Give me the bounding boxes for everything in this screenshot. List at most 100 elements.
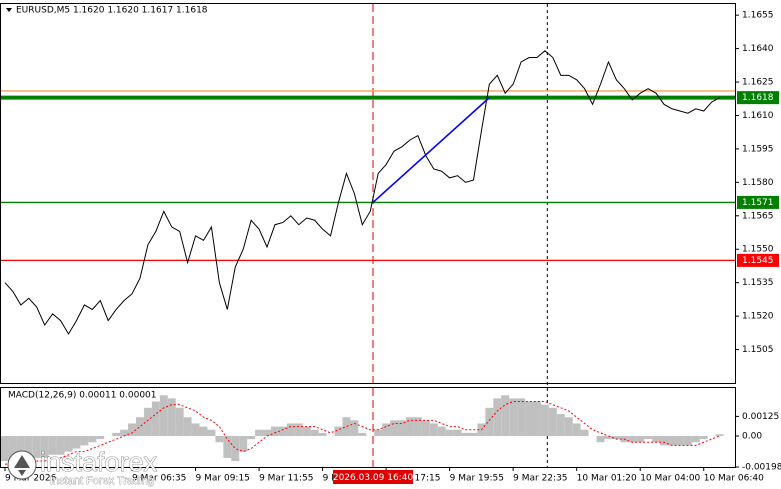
price-line	[4, 50, 720, 335]
macd-bar	[151, 401, 160, 436]
macd-bar	[1, 435, 9, 462]
y-tick-label: 1.1655	[742, 11, 774, 21]
macd-bar	[509, 398, 518, 436]
macd-bar	[533, 401, 541, 436]
logo-mark	[14, 455, 30, 476]
macd-bar	[278, 426, 287, 436]
macd-bar	[294, 423, 303, 436]
macd-bar	[429, 423, 438, 436]
macd-bar	[270, 426, 279, 436]
macd-bar	[660, 435, 668, 446]
macd-bar	[32, 435, 41, 458]
overlay-layer: 1.1571 1.1545 1.1618 2026.03.09 16:40	[333, 91, 779, 484]
macd-bar	[310, 429, 319, 436]
macd-bar	[485, 407, 494, 436]
macd-bar	[239, 435, 248, 452]
trend-line	[372, 97, 490, 204]
macd-bar	[88, 435, 97, 443]
x-tick-label: 9 Mar 09:15	[196, 474, 250, 484]
macd-bar	[675, 435, 684, 446]
macd-bar	[517, 398, 526, 436]
macd-bar	[540, 404, 549, 436]
macd-bar	[572, 423, 581, 436]
macd-bar	[175, 407, 184, 436]
x-tick-label: 9 Mar 17:15	[386, 474, 440, 484]
macd-bar	[183, 417, 192, 436]
macd-bar	[191, 423, 200, 436]
y-tick-label: 1.1625	[742, 78, 774, 88]
macd-bar	[120, 429, 129, 436]
signal-line	[5, 401, 720, 465]
macd-bar	[525, 401, 534, 436]
y-tick-label: 1.1550	[742, 245, 774, 255]
macd-bar	[128, 423, 137, 436]
macd-bar	[143, 407, 152, 436]
x-tick-label: 9 Mar 2026	[5, 474, 57, 484]
time-label-box	[333, 470, 414, 484]
macd-bar	[56, 435, 65, 455]
macd-bar	[48, 435, 57, 455]
macd-bar	[493, 398, 502, 436]
macd-bar	[342, 417, 351, 436]
macd-bar	[40, 435, 49, 458]
macd-bar	[286, 423, 295, 436]
macd-bar	[413, 417, 422, 436]
macd-bar	[318, 432, 327, 436]
y-tick-label: 1.1505	[742, 345, 774, 355]
macd-bar	[596, 435, 605, 443]
y-tick-label: 1.1535	[742, 278, 774, 288]
macd-bar	[564, 417, 573, 436]
macd-bar	[167, 398, 176, 436]
y-tick-label: 1.1595	[742, 144, 774, 154]
macd-bar	[199, 426, 208, 436]
y-tick-label: 1.1580	[742, 178, 774, 188]
macd-bar	[612, 435, 621, 440]
macd-bar	[302, 426, 311, 436]
main-frame	[0, 3, 736, 384]
macd-bar	[437, 426, 446, 436]
level-label-box	[737, 91, 779, 105]
macd-bar	[64, 435, 73, 452]
brand-name: instaforex	[40, 447, 158, 477]
x-tick-label: 10 Mar 04:00	[640, 474, 700, 484]
y-tick-label: 1.1610	[742, 111, 774, 121]
macd-bar	[72, 435, 81, 449]
macd-bar	[350, 420, 359, 436]
y-tick-label: 0.00	[742, 431, 762, 441]
level-label-box	[737, 253, 779, 267]
macd-bar	[398, 420, 406, 436]
macd-bar	[263, 429, 271, 436]
x-tick-label: 9 Mar 11:55	[259, 474, 313, 484]
macd-bar	[24, 435, 33, 462]
macd-bar	[683, 435, 692, 446]
macd-bar	[215, 435, 224, 443]
macd-bar	[604, 435, 613, 440]
symbol-arrow	[6, 8, 12, 12]
macd-bar	[255, 429, 264, 436]
x-tick-label: 10 Mar 01:20	[577, 474, 637, 484]
macd-bar	[691, 435, 700, 443]
macd-bar	[405, 417, 414, 436]
macd-bar	[16, 435, 25, 462]
macd-bar	[667, 435, 676, 446]
macd-bar	[421, 420, 430, 436]
macd-bar	[501, 395, 510, 436]
macd-bar	[715, 434, 724, 436]
x-tick-label: 9 Mar 22:35	[513, 474, 567, 484]
macd-bar	[207, 429, 216, 436]
macd-frame	[0, 387, 736, 468]
plot-layer: 1.16551.16401.16251.16101.15951.15801.15…	[0, 4, 781, 484]
macd-bar	[699, 435, 708, 440]
macd-bar	[636, 435, 645, 443]
macd-bar	[652, 435, 661, 443]
x-tick-label: 10 Mar 06:40	[704, 474, 764, 484]
macd-bar	[8, 435, 17, 465]
level-label: 1.1571	[742, 198, 774, 208]
y-tick-label: -0.00198	[742, 463, 781, 473]
macd-bar	[644, 435, 653, 440]
macd-bar	[445, 429, 454, 436]
macd-bar	[159, 395, 168, 436]
macd-bar	[374, 429, 383, 436]
